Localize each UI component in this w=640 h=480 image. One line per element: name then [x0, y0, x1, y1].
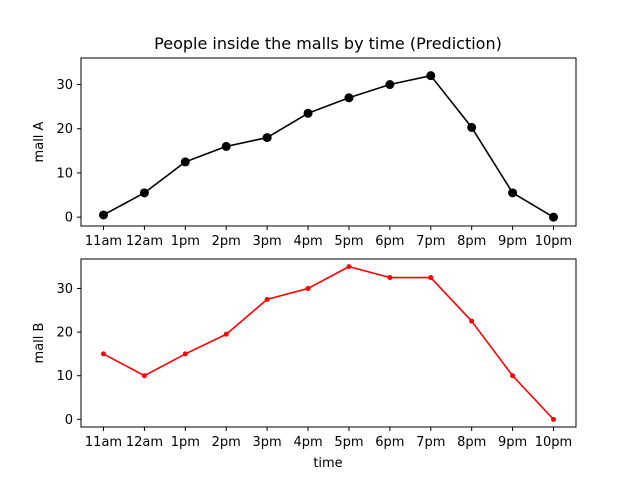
x-axis-label: time [313, 456, 342, 471]
mall-b-y-tick-label: 0 [65, 413, 73, 428]
mall-b-data-point [469, 318, 475, 324]
mall-a-data-point [262, 133, 272, 143]
mall-b-x-tick-label: 5pm [334, 435, 363, 450]
mall-b-data-point [182, 351, 188, 357]
mall-b-data-point [387, 275, 393, 281]
mall-a-y-tick-label: 10 [56, 166, 73, 181]
mall-b-x-tick-label: 3pm [253, 435, 282, 450]
mall-b-x-tick-label: 2pm [212, 435, 241, 450]
mall-b-x-tick-label: 11am [85, 435, 122, 450]
mall-a-x-tick-label: 8pm [457, 234, 486, 249]
mall-a-data-point [180, 157, 190, 167]
mall-b-data-point [141, 373, 147, 379]
mall-b-data-point [223, 331, 229, 337]
mall-a-data-point [385, 80, 395, 90]
mall-a-x-tick-label: 10pm [535, 234, 572, 249]
mall-a-x-tick-label: 1pm [171, 234, 200, 249]
mall-a-x-tick-label: 6pm [375, 234, 404, 249]
mall-b-x-tick-label: 4pm [293, 435, 322, 450]
mall-b-x-tick-label: 1pm [171, 435, 200, 450]
mall-a-y-axis-label: mall A [32, 121, 47, 162]
mall-a-data-point [549, 212, 558, 222]
mall-a-x-tick-label: 9pm [498, 234, 527, 249]
mall-b-data-point [264, 296, 270, 302]
mall-b-x-tick-label: 8pm [457, 435, 486, 450]
mall-b-x-tick-label: 6pm [375, 435, 404, 450]
mall-b-x-tick-label: 7pm [416, 435, 445, 450]
mall-b-data-point [551, 416, 556, 422]
mall-a-data-point [139, 188, 149, 198]
mall-b-panel: 11am 12am 1pm 2pm 3pm 4pm 5pm 6pm 7pm 8pm 9pm 10pm 0… [56, 258, 577, 450]
mall-b-data-point [346, 264, 352, 270]
mall-b-data-point [101, 351, 106, 357]
mall-b-data-point [428, 275, 434, 281]
mall-a-data-point [344, 93, 354, 103]
mall-b-axes-frame [80, 258, 577, 428]
mall-a-y-tick-label: 20 [56, 122, 73, 137]
mall-a-panel: 11am 12am 1pm 2pm 3pm 4pm 5pm 6pm 7pm 8pm 9pm 10pm 0… [56, 57, 577, 249]
mall-a-x-tick-label: 12am [126, 234, 163, 249]
mall-b-series-line [103, 265, 555, 420]
mall-a-x-tick-label: 11am [85, 234, 122, 249]
mall-b-x-tick-label: 9pm [498, 435, 527, 450]
mall-b-y-tick-label: 20 [56, 326, 73, 341]
mall-a-data-point [426, 71, 436, 81]
mall-a-axes-frame [80, 57, 577, 227]
mall-b-x-tick-label: 10pm [535, 435, 572, 450]
mall-b-data-point [305, 285, 311, 291]
mall-b-x-tick-label: 12am [126, 435, 163, 450]
mall-a-x-tick-label: 5pm [334, 234, 363, 249]
mall-a-x-tick-label: 2pm [212, 234, 241, 249]
mall-a-data-point [99, 210, 108, 220]
mall-a-series-line [103, 74, 554, 218]
mall-a-y-tick-label: 0 [65, 211, 73, 226]
mall-a-x-tick-label: 7pm [416, 234, 445, 249]
chart-title: People inside the malls by time (Predict… [154, 34, 502, 53]
mall-a-data-point [508, 188, 518, 198]
mall-b-data-point [510, 373, 516, 379]
mall-a-y-tick-label: 30 [56, 78, 73, 93]
mall-a-x-tick-label: 4pm [293, 234, 322, 249]
mall-a-x-tick-label: 3pm [253, 234, 282, 249]
mall-a-data-point [221, 141, 231, 151]
mall-b-y-axis-label: mall B [32, 323, 47, 364]
mall-a-data-point [467, 122, 477, 132]
mall-b-y-tick-label: 10 [56, 369, 73, 384]
mall-b-y-tick-label: 30 [56, 282, 73, 297]
mall-a-data-point [303, 108, 313, 118]
